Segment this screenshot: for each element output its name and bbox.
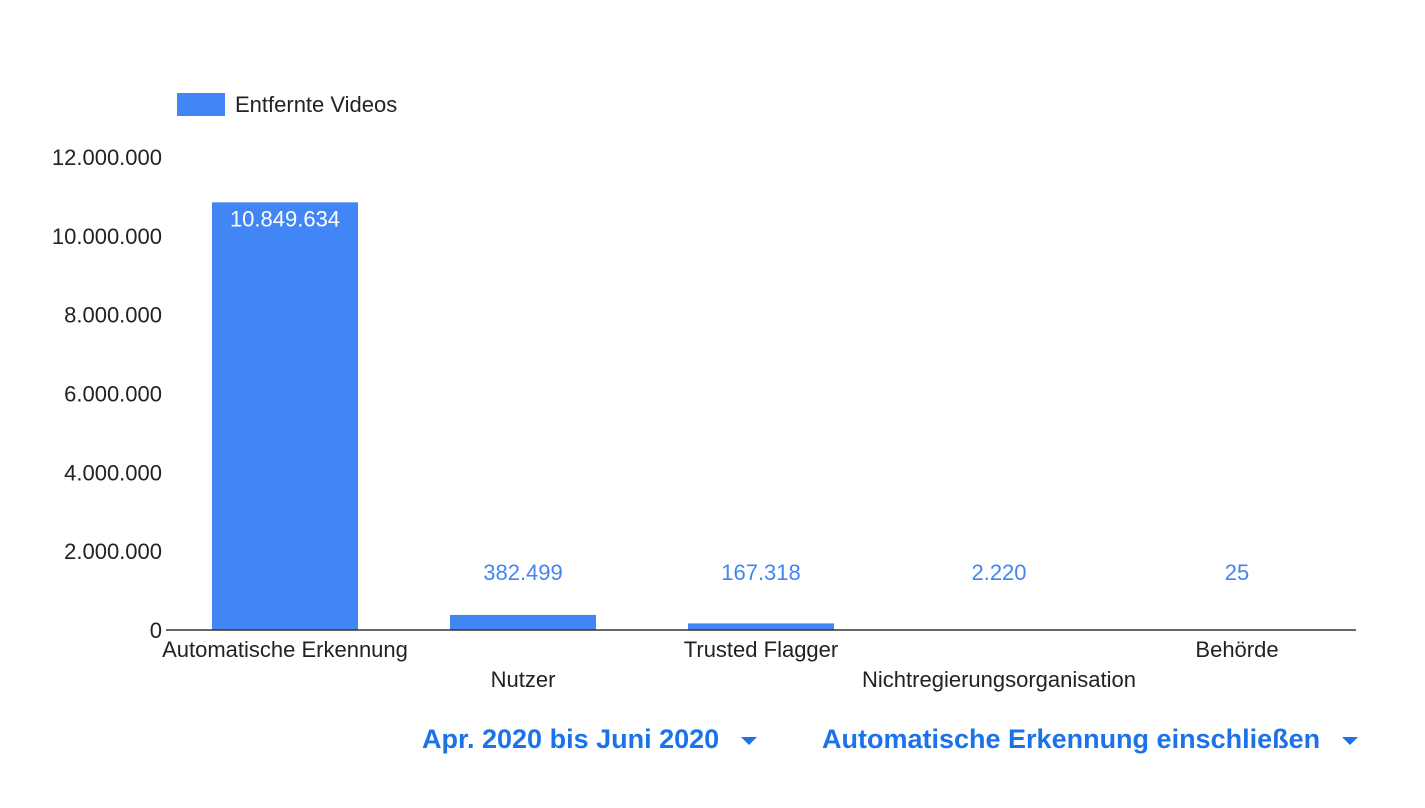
data-labels: 10.849.634 382.499 167.318 2.220 25 [230, 206, 1249, 585]
data-label: 382.499 [483, 560, 563, 585]
chevron-down-icon [1342, 736, 1359, 745]
y-tick-label: 4.000.000 [64, 460, 162, 485]
legend: Entfernte Videos [177, 92, 397, 117]
data-label: 25 [1225, 560, 1249, 585]
y-tick-label: 12.000.000 [52, 145, 162, 170]
x-category-label: Trusted Flagger [684, 637, 838, 662]
data-label: 167.318 [721, 560, 801, 585]
bar[interactable] [450, 614, 596, 630]
y-tick-label: 0 [150, 618, 162, 643]
y-tick-label: 10.000.000 [52, 224, 162, 249]
y-axis-ticks: 0 2.000.000 4.000.000 6.000.000 8.000.000 10.… [52, 145, 162, 643]
legend-label: Entfernte Videos [235, 92, 397, 117]
bar[interactable] [688, 623, 834, 630]
data-label: 10.849.634 [230, 206, 340, 231]
x-category-label: Automatische Erkennung [162, 637, 408, 662]
period-dropdown-label: Apr. 2020 bis Juni 2020 [422, 724, 720, 754]
legend-swatch [177, 93, 225, 116]
bar-chart: Entfernte Videos 0 2.000.000 4.000.000 6.00… [52, 92, 1356, 692]
automatic-detection-dropdown-label: Automatische Erkennung einschließen [822, 724, 1321, 754]
x-axis-labels: Automatische Erkennung Nutzer Trusted Flag… [162, 637, 1279, 692]
x-category-label: Nichtregierungsorganisation [862, 667, 1136, 692]
bar[interactable] [212, 202, 358, 630]
y-tick-label: 8.000.000 [64, 303, 162, 328]
chevron-down-icon [741, 736, 758, 745]
data-label: 2.220 [971, 560, 1026, 585]
period-dropdown[interactable]: Apr. 2020 bis Juni 2020 [422, 724, 758, 755]
automatic-detection-dropdown[interactable]: Automatische Erkennung einschließen [822, 724, 1359, 755]
x-category-label: Nutzer [491, 667, 556, 692]
bars [212, 202, 1310, 630]
x-category-label: Behörde [1195, 637, 1278, 662]
chart-controls: Apr. 2020 bis Juni 2020 Automatische Erk… [0, 724, 1425, 774]
y-tick-label: 6.000.000 [64, 382, 162, 407]
y-tick-label: 2.000.000 [64, 539, 162, 564]
